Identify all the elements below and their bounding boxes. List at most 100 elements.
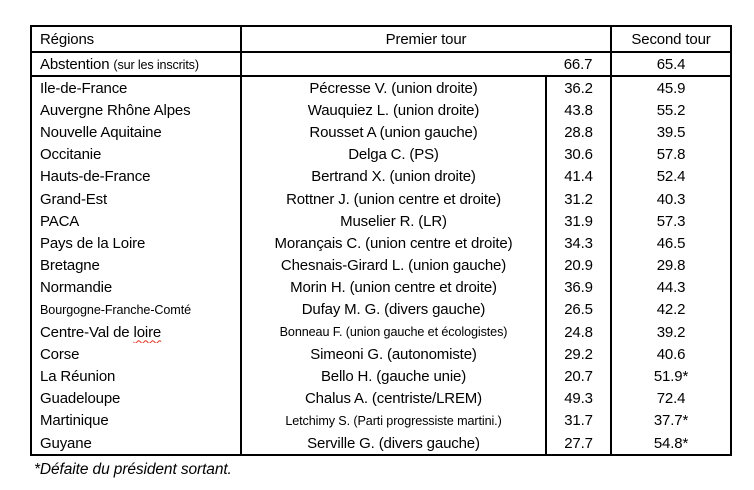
table-row: Bretagne Chesnais-Girard L. (union gauch…: [30, 254, 733, 277]
candidate-cell: Bello H. (gauche unie): [240, 365, 547, 388]
second-score-cell: 29.8: [610, 254, 733, 277]
table-row: Nouvelle Aquitaine Rousset A (union gauc…: [30, 121, 733, 144]
abstention-second-cell: 65.4: [610, 51, 733, 77]
second-score-cell: 40.3: [610, 187, 733, 211]
table-row: Guadeloupe Chalus A. (centriste/LREM) 49…: [30, 387, 733, 410]
candidate-cell: Delga C. (PS): [240, 143, 547, 166]
region-cell: PACA: [30, 210, 242, 233]
second-score-cell: 55.2: [610, 99, 733, 122]
candidate-cell: Chalus A. (centriste/LREM): [240, 387, 547, 410]
region-cell: Grand-Est: [30, 187, 242, 211]
table-row: Grand-Est Rottner J. (union centre et dr…: [30, 187, 733, 211]
candidate-cell: Morançais C. (union centre et droite): [240, 232, 547, 255]
second-score-cell: 57.8: [610, 143, 733, 166]
candidate-cell: Bertrand X. (union droite): [240, 165, 547, 188]
region-cell: Auvergne Rhône Alpes: [30, 99, 242, 122]
premier-score-cell: 31.9: [544, 210, 613, 233]
premier-score-cell: 41.4: [544, 165, 613, 188]
second-score-cell: 72.4: [610, 387, 733, 410]
region-cell: Occitanie: [30, 143, 242, 166]
region-cell: La Réunion: [30, 365, 242, 388]
document-sheet: Régions Premier tour Second tour Abstent…: [30, 25, 733, 479]
premier-score-cell: 34.3: [544, 232, 613, 255]
abstention-spacer-cell: [240, 51, 546, 77]
header-premier-tour: Premier tour: [239, 25, 613, 53]
candidate-cell: Letchimy S. (Parti progressiste martini.…: [240, 409, 547, 432]
second-score-cell: 39.2: [610, 321, 733, 344]
candidate-cell: Rottner J. (union centre et droite): [240, 187, 547, 211]
premier-score-cell: 43.8: [544, 99, 613, 122]
candidate-cell: Pécresse V. (union droite): [240, 76, 547, 100]
table-row: Martinique Letchimy S. (Parti progressis…: [30, 409, 733, 432]
region-cell: Pays de la Loire: [30, 232, 242, 255]
second-score-cell: 44.3: [610, 276, 733, 299]
table-row: PACA Muselier R. (LR) 31.9 57.3: [30, 210, 733, 233]
premier-score-cell: 30.6: [544, 143, 613, 166]
second-score-cell: 40.6: [610, 343, 733, 366]
candidate-cell: Muselier R. (LR): [240, 210, 547, 233]
abstention-label-cell: Abstention (sur les inscrits): [30, 51, 242, 77]
candidate-cell: Dufay M. G. (divers gauche): [240, 298, 547, 322]
abstention-row: Abstention (sur les inscrits) 66.7 65.4: [30, 51, 733, 77]
region-cell: Bourgogne-Franche-Comté: [30, 298, 242, 322]
region-cell: Centre-Val de loire: [30, 321, 242, 344]
candidate-cell: Rousset A (union gauche): [240, 121, 547, 144]
candidate-cell: Bonneau F. (union gauche et écologistes): [240, 321, 547, 344]
table-row: Pays de la Loire Morançais C. (union cen…: [30, 232, 733, 255]
second-score-cell: 51.9*: [610, 365, 733, 388]
candidate-cell: Morin H. (union centre et droite): [240, 276, 547, 299]
premier-score-cell: 26.5: [544, 298, 613, 322]
table-row: Occitanie Delga C. (PS) 30.6 57.8: [30, 143, 733, 166]
abstention-note: (sur les inscrits): [113, 57, 199, 72]
premier-score-cell: 27.7: [544, 432, 613, 456]
header-second-tour: Second tour: [610, 25, 733, 53]
premier-score-cell: 20.9: [544, 254, 613, 277]
second-score-cell: 45.9: [610, 76, 733, 100]
premier-score-cell: 29.2: [544, 343, 613, 366]
results-table: Régions Premier tour Second tour Abstent…: [30, 25, 733, 457]
region-cell: Guyane: [30, 432, 242, 456]
region-cell: Normandie: [30, 276, 242, 299]
premier-score-cell: 31.7: [544, 409, 613, 432]
region-cell: Guadeloupe: [30, 387, 242, 410]
misspelled-word: loire: [133, 323, 162, 341]
second-score-cell: 52.4: [610, 165, 733, 188]
premier-score-cell: 20.7: [544, 365, 613, 388]
abstention-premier-cell: 66.7: [546, 51, 613, 77]
results-table-body: Régions Premier tour Second tour Abstent…: [30, 25, 733, 456]
premier-score-cell: 28.8: [544, 121, 613, 144]
table-header-row: Régions Premier tour Second tour: [30, 25, 733, 53]
premier-score-cell: 36.2: [544, 76, 613, 100]
premier-score-cell: 24.8: [544, 321, 613, 344]
abstention-label: Abstention: [40, 55, 114, 73]
candidate-cell: Wauquiez L. (union droite): [240, 99, 547, 122]
region-cell: Corse: [30, 343, 242, 366]
second-score-cell: 37.7*: [610, 409, 733, 432]
table-row: Guyane Serville G. (divers gauche) 27.7 …: [30, 432, 733, 456]
second-score-cell: 42.2: [610, 298, 733, 322]
candidate-cell: Simeoni G. (autonomiste): [240, 343, 547, 366]
table-row: Centre-Val de loire Bonneau F. (union ga…: [30, 321, 733, 344]
candidate-cell: Serville G. (divers gauche): [240, 432, 547, 456]
second-score-cell: 39.5: [610, 121, 733, 144]
second-score-cell: 57.3: [610, 210, 733, 233]
premier-score-cell: 31.2: [544, 187, 613, 211]
region-cell: Martinique: [30, 409, 242, 432]
region-cell: Nouvelle Aquitaine: [30, 121, 242, 144]
table-row: Auvergne Rhône Alpes Wauquiez L. (union …: [30, 99, 733, 122]
region-cell: Hauts-de-France: [30, 165, 242, 188]
candidate-cell: Chesnais-Girard L. (union gauche): [240, 254, 547, 277]
header-regions: Régions: [30, 25, 242, 53]
table-row: Hauts-de-France Bertrand X. (union droit…: [30, 165, 733, 188]
table-row: Ile-de-France Pécresse V. (union droite)…: [30, 76, 733, 100]
table-row: Corse Simeoni G. (autonomiste) 29.2 40.6: [30, 343, 733, 366]
premier-score-cell: 36.9: [544, 276, 613, 299]
second-score-cell: 46.5: [610, 232, 733, 255]
table-row: La Réunion Bello H. (gauche unie) 20.7 5…: [30, 365, 733, 388]
premier-score-cell: 49.3: [544, 387, 613, 410]
table-row: Normandie Morin H. (union centre et droi…: [30, 276, 733, 299]
region-cell: Bretagne: [30, 254, 242, 277]
footnote: *Défaite du président sortant.: [34, 461, 232, 479]
second-score-cell: 54.8*: [610, 432, 733, 456]
table-row: Bourgogne-Franche-Comté Dufay M. G. (div…: [30, 298, 733, 322]
